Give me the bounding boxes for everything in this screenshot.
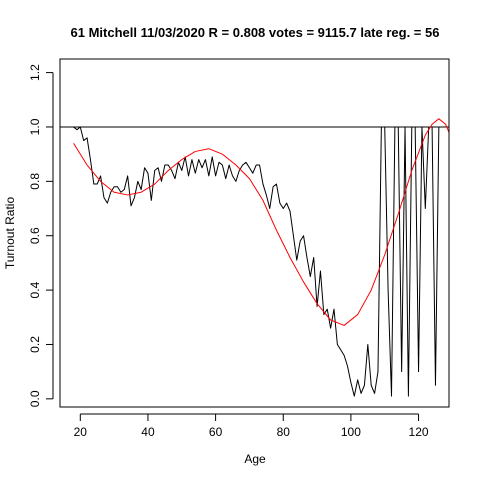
x-tick-label: 80 — [277, 425, 291, 439]
y-axis-label: Turnout Ratio — [3, 197, 17, 270]
x-tick-label: 60 — [209, 425, 223, 439]
y-tick-label: 0.0 — [28, 390, 42, 407]
plot-frame — [59, 58, 450, 408]
y-tick-label: 1.0 — [28, 118, 42, 135]
x-tick-label: 100 — [341, 425, 361, 439]
x-tick-label: 20 — [74, 425, 88, 439]
fitted-curve-line — [73, 118, 449, 326]
y-tick-label: 0.4 — [28, 281, 42, 298]
y-tick-label: 0.8 — [28, 173, 42, 190]
y-tick-label: 0.2 — [28, 336, 42, 353]
x-axis: 20 40 60 80 100 120 — [74, 413, 429, 439]
y-tick-label: 1.2 — [28, 64, 42, 81]
observed-series-line — [73, 126, 449, 397]
chart-title: 61 Mitchell 11/03/2020 R = 0.808 votes =… — [71, 25, 440, 40]
y-axis: 0.0 0.2 0.4 0.6 0.8 1.0 1.2 — [28, 64, 54, 407]
y-tick-label: 0.6 — [28, 227, 42, 244]
x-tick-label: 40 — [141, 425, 155, 439]
x-axis-label: Age — [244, 452, 266, 466]
x-tick-label: 120 — [409, 425, 429, 439]
plot-content — [60, 118, 449, 397]
plot-area — [60, 118, 449, 397]
